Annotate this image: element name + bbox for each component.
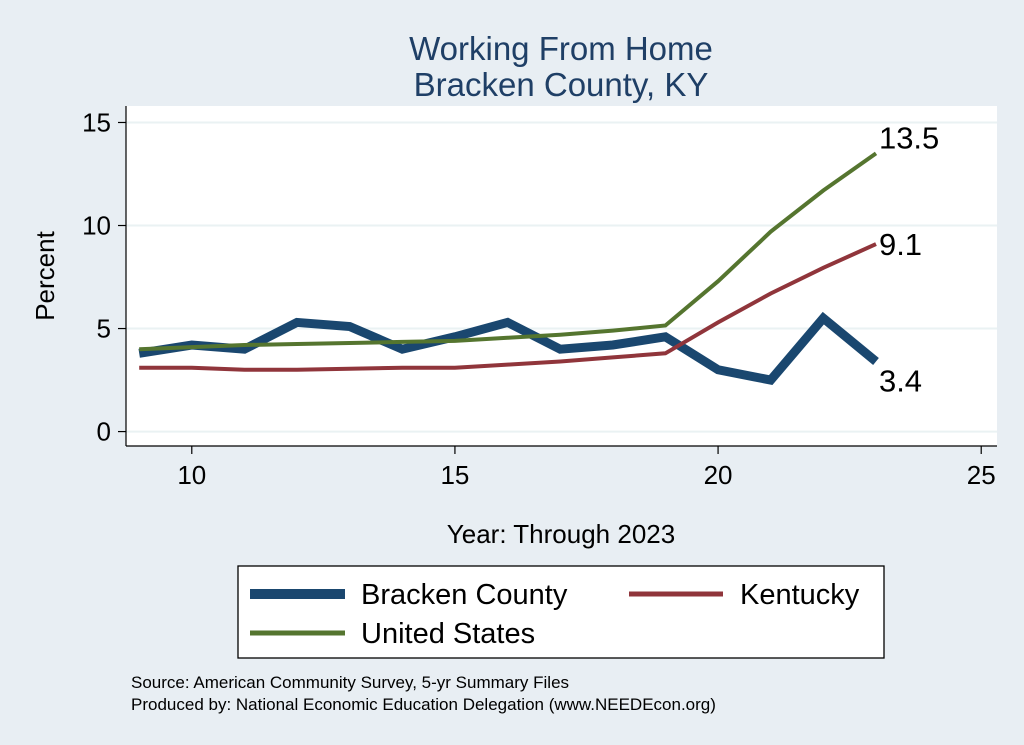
legend: Bracken County Kentucky United States — [250, 579, 860, 650]
end-label-bracken-county: 3.4 — [879, 364, 922, 399]
legend-label-kentucky: Kentucky — [740, 579, 860, 611]
producer-note: Produced by: National Economic Education… — [131, 695, 716, 714]
series-line-united-states — [139, 151, 878, 352]
y-tick-label: 0 — [97, 417, 111, 447]
axes — [125, 106, 997, 447]
y-tick-label: 15 — [82, 107, 111, 137]
legend-label-united-states: United States — [361, 618, 535, 650]
x-axis-title: Year: Through 2023 — [447, 519, 675, 549]
y-axis-title: Percent — [30, 230, 60, 320]
x-tick-label: 20 — [704, 460, 733, 490]
end-label-united-states: 13.5 — [879, 120, 939, 155]
x-tick-label: 15 — [440, 460, 469, 490]
y-tick-label: 5 — [97, 314, 111, 344]
tick-marks: 0 5 10 15 10 15 20 25 — [82, 107, 996, 490]
plot-area — [126, 106, 997, 446]
legend-box — [237, 565, 885, 659]
series-line-bracken-county — [138, 311, 879, 386]
source-note: Source: American Community Survey, 5-yr … — [131, 673, 569, 692]
grid-lines — [126, 121, 997, 433]
x-tick-label: 10 — [177, 460, 206, 490]
x-tick-label: 25 — [967, 460, 996, 490]
series-line-kentucky — [139, 242, 877, 372]
end-labels: 3.4 9.1 13.5 — [879, 120, 939, 398]
chart-title-line-1: Working From Home — [409, 30, 713, 67]
y-tick-label: 10 — [82, 211, 111, 241]
legend-label-bracken-county: Bracken County — [361, 579, 568, 611]
end-label-kentucky: 9.1 — [879, 227, 922, 262]
series-lines — [138, 151, 879, 386]
chart-title-line-2: Bracken County, KY — [414, 66, 709, 103]
